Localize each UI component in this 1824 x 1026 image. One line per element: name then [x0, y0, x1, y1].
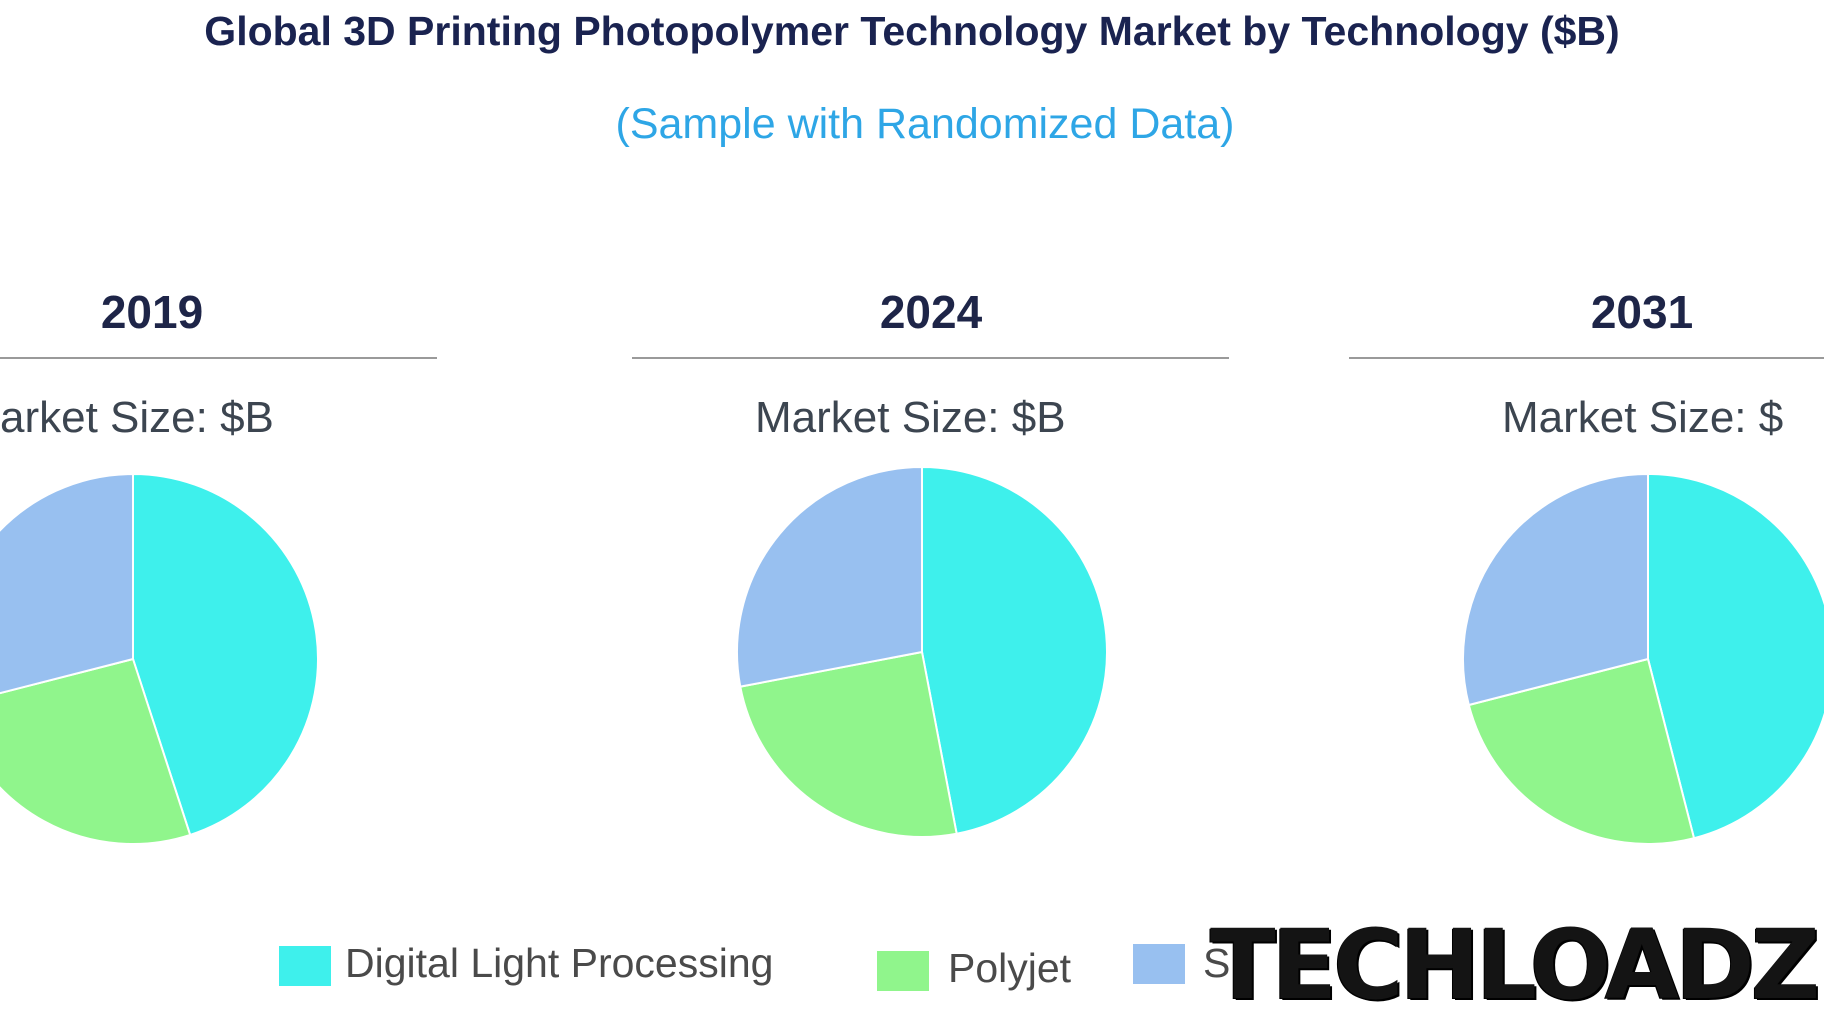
- legend-label-third: S: [1203, 940, 1231, 986]
- legend-swatch-third: [1133, 944, 1185, 984]
- panel-year-2024: 2024: [879, 286, 983, 338]
- panel-market-size-2031: Market Size: $: [1502, 393, 1784, 442]
- pie-2024-slice-2: [736, 465, 923, 688]
- panel-year-2031: 2031: [1590, 286, 1694, 338]
- panel-year-2019: 2019: [100, 286, 204, 338]
- pie-2024-slice-1: [739, 650, 958, 838]
- legend-label-dlp: Digital Light Processing: [345, 940, 774, 986]
- chart-subtitle: (Sample with Randomized Data): [615, 100, 1235, 148]
- pie-2019-slice-0: [132, 472, 319, 837]
- legend-swatch-dlp: [279, 946, 331, 986]
- panel-divider-2031: [1349, 357, 1824, 359]
- panel-divider-2024: [632, 357, 1229, 359]
- pie-2031-slice-1: [1467, 657, 1696, 845]
- legend-swatch-polyjet: [877, 951, 929, 991]
- pie-2024-slice-0: [921, 465, 1108, 835]
- panel-market-size-2024: Market Size: $B: [755, 393, 1066, 442]
- legend-label-polyjet: Polyjet: [948, 945, 1072, 991]
- pie-2031-slice-2: [1462, 472, 1649, 707]
- pie-2031-slice-0: [1647, 472, 1824, 840]
- chart-title: Global 3D Printing Photopolymer Technolo…: [204, 8, 1620, 54]
- panel-market-size-2019: arket Size: $B: [0, 393, 274, 442]
- pie-2019-slice-2: [0, 472, 134, 695]
- watermark-logo: TECHLOADZ: [1210, 909, 1820, 1021]
- panel-divider-2019: [0, 357, 437, 359]
- pie-2019-slice-1: [0, 657, 192, 845]
